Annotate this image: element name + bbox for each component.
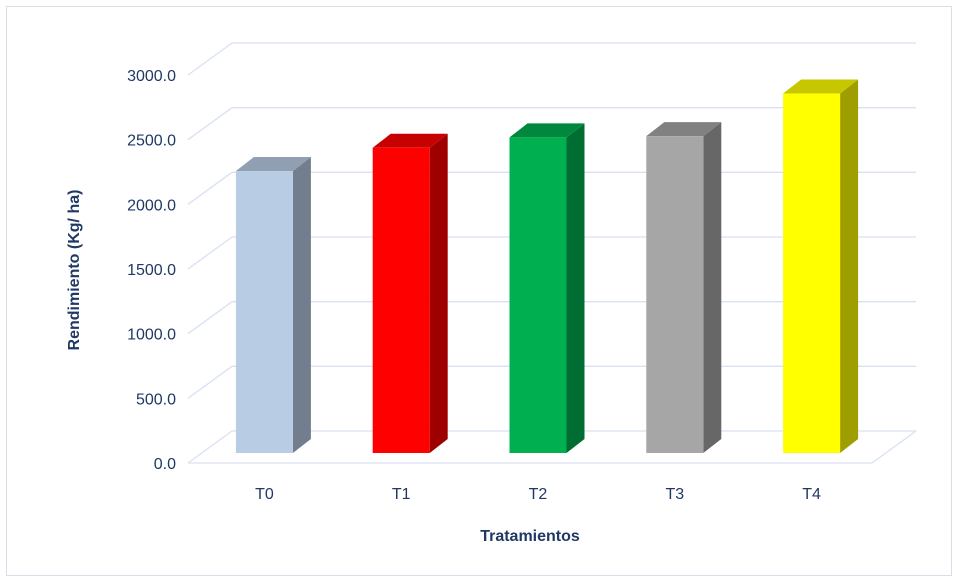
bar-front xyxy=(509,137,567,453)
bar-top xyxy=(372,133,448,148)
x-tick-label: T4 xyxy=(802,486,821,503)
y-axis-title: Rendimiento (Kg/ ha) xyxy=(66,190,83,351)
x-tick-label: T2 xyxy=(529,486,548,503)
bar-t3 xyxy=(646,122,722,453)
bar-t2 xyxy=(509,123,585,453)
y-tick-label: 1000.0 xyxy=(127,327,176,344)
bar-side xyxy=(566,123,585,453)
y-tick-label: 500.0 xyxy=(136,391,176,408)
bar-top xyxy=(235,157,311,172)
x-tick-label: T3 xyxy=(665,486,684,503)
y-tick-label: 3000.0 xyxy=(127,68,176,85)
bar-top xyxy=(509,123,585,138)
bar-front xyxy=(372,147,430,454)
bars xyxy=(235,79,859,454)
bar-t1 xyxy=(372,133,448,454)
bar-side xyxy=(840,79,859,453)
gridline-slant xyxy=(187,365,233,399)
gridline-slant xyxy=(187,42,233,76)
y-tick-label: 2500.0 xyxy=(127,133,176,150)
bar-front xyxy=(783,93,841,453)
y-tick-label: 0.0 xyxy=(154,456,176,473)
floor-edge-right xyxy=(871,430,917,464)
bar-side xyxy=(429,133,448,454)
bar-top xyxy=(646,122,722,137)
bar-side xyxy=(703,122,722,453)
bar-front xyxy=(646,136,704,453)
x-tick-label: T1 xyxy=(392,486,411,503)
gridline-slant xyxy=(187,301,233,335)
bar-top xyxy=(783,79,859,94)
gridline-slant xyxy=(187,430,233,464)
bar-front xyxy=(235,171,293,453)
gridline-slant xyxy=(187,107,233,141)
bar-t4 xyxy=(783,79,859,453)
x-tick-label: T0 xyxy=(255,486,274,503)
gridline-slant xyxy=(187,236,233,270)
y-tick-labels: 0.0 500.0 1000.0 1500.0 2000.0 2500.0 3000.0 xyxy=(127,68,176,473)
gridline-slant xyxy=(187,171,233,205)
x-tick-labels: T0 T1 T2 T3 T4 xyxy=(255,486,821,503)
bar-side xyxy=(292,157,311,453)
y-tick-label: 1500.0 xyxy=(127,262,176,279)
x-axis-title: Tratamientos xyxy=(480,528,580,545)
bar-t0 xyxy=(235,157,311,453)
y-tick-label: 2000.0 xyxy=(127,197,176,214)
